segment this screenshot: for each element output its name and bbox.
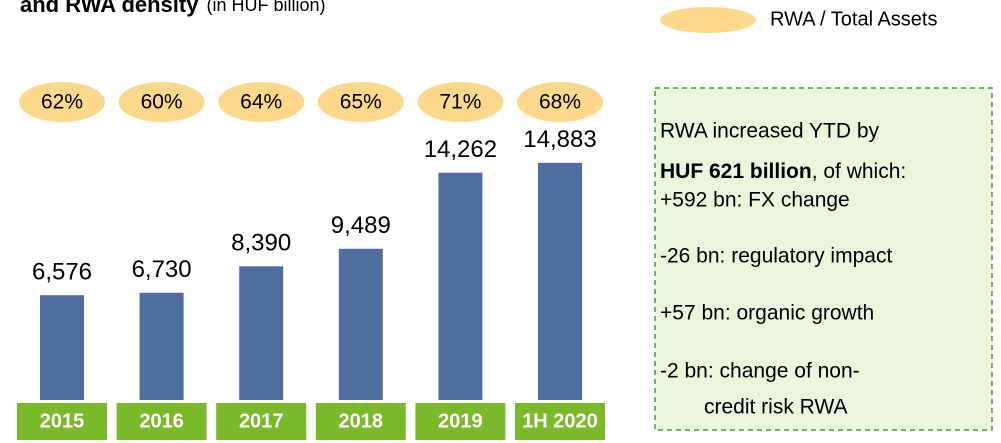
density-label: 60% bbox=[141, 91, 183, 114]
note-item: -26 bn: regulatory impact bbox=[660, 245, 892, 268]
bar bbox=[338, 248, 383, 400]
density-badge bbox=[517, 82, 603, 122]
x-tick-label: 2017 bbox=[239, 410, 284, 432]
density-badge bbox=[218, 82, 305, 122]
bar bbox=[40, 295, 84, 400]
density-badge bbox=[118, 82, 205, 122]
category-box bbox=[216, 403, 307, 440]
category-box bbox=[315, 403, 406, 440]
category-box bbox=[415, 403, 506, 440]
note-item: -2 bn: change of non- bbox=[660, 360, 860, 383]
note-rest: , of which: bbox=[812, 160, 907, 183]
density-label: 65% bbox=[340, 91, 382, 114]
note-line: RWA increased YTD by bbox=[660, 120, 880, 143]
legend-label: RWA / Total Assets bbox=[770, 8, 937, 30]
bar bbox=[239, 266, 284, 400]
category-box bbox=[515, 403, 605, 440]
x-tick-label: 2019 bbox=[438, 410, 483, 432]
density-badge bbox=[19, 82, 105, 122]
category-box bbox=[116, 403, 207, 440]
bar bbox=[139, 292, 184, 400]
note-bold: HUF 621 billion bbox=[660, 160, 812, 183]
note-item: +57 bn: organic growth bbox=[660, 302, 874, 325]
value-label: 6,576 bbox=[32, 259, 92, 286]
x-tick-label: 2016 bbox=[139, 410, 184, 432]
bar bbox=[438, 172, 483, 400]
title: and RWA density bbox=[20, 0, 199, 17]
value-label: 9,489 bbox=[331, 212, 391, 239]
subtitle: (in HUF billion) bbox=[206, 0, 325, 15]
note-item: +592 bn: FX change bbox=[660, 189, 850, 212]
density-label: 71% bbox=[439, 91, 481, 114]
value-label: 6,730 bbox=[132, 256, 192, 283]
legend-swatch bbox=[660, 7, 756, 33]
note-item: credit risk RWA bbox=[704, 396, 848, 419]
x-tick-label: 2015 bbox=[40, 410, 85, 432]
note-line: HUF 621 billion, of which: bbox=[660, 160, 906, 183]
density-label: 68% bbox=[539, 91, 581, 114]
chart-title: and RWA density (in HUF billion) bbox=[20, 0, 326, 17]
bar bbox=[538, 162, 582, 400]
density-badge bbox=[417, 82, 504, 122]
density-label: 64% bbox=[240, 91, 282, 114]
value-label: 8,390 bbox=[231, 230, 291, 257]
density-badge bbox=[317, 82, 404, 122]
value-label: 14,883 bbox=[523, 126, 596, 153]
value-label: 14,262 bbox=[424, 136, 497, 163]
density-label: 62% bbox=[41, 91, 83, 114]
category-box bbox=[17, 403, 107, 440]
x-tick-label: 1H 2020 bbox=[522, 410, 598, 432]
note-box bbox=[654, 87, 993, 431]
x-tick-label: 2018 bbox=[339, 410, 384, 432]
